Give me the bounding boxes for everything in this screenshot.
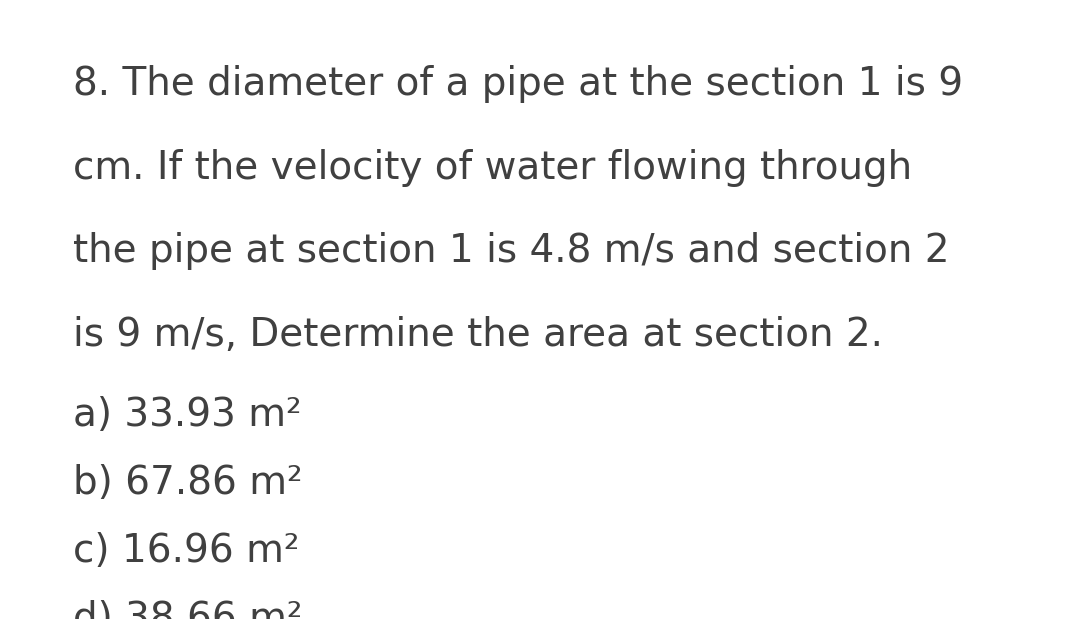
Text: is 9 m/s, Determine the area at section 2.: is 9 m/s, Determine the area at section … [73,316,883,353]
Text: cm. If the velocity of water flowing through: cm. If the velocity of water flowing thr… [73,149,913,186]
Text: d) 38.66 m²: d) 38.66 m² [73,600,302,619]
Text: c) 16.96 m²: c) 16.96 m² [73,532,300,570]
Text: b) 67.86 m²: b) 67.86 m² [73,464,303,502]
Text: the pipe at section 1 is 4.8 m/s and section 2: the pipe at section 1 is 4.8 m/s and sec… [73,232,950,270]
Text: a) 33.93 m²: a) 33.93 m² [73,396,302,434]
Text: 8. The diameter of a pipe at the section 1 is 9: 8. The diameter of a pipe at the section… [73,65,963,103]
